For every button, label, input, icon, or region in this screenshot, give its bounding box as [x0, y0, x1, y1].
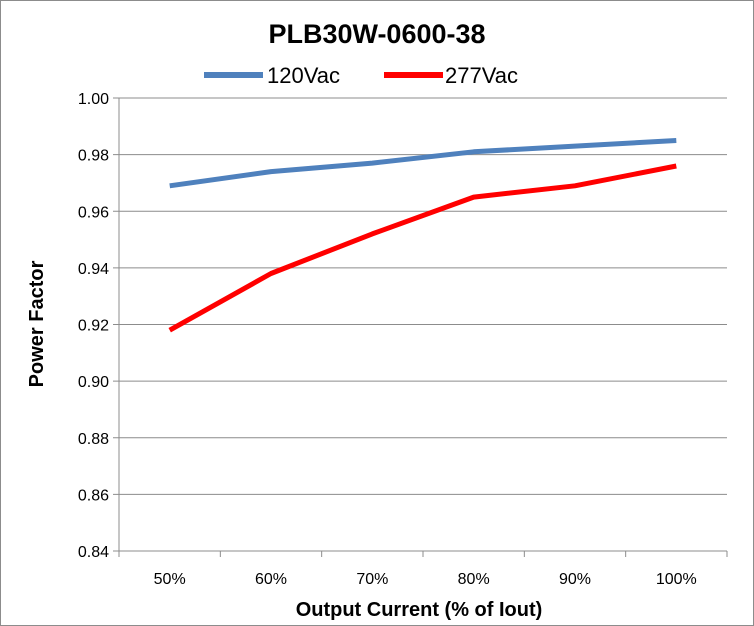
- x-tick-label: 60%: [255, 571, 287, 588]
- y-tick-label: 0.86: [78, 487, 109, 504]
- axes: [113, 97, 728, 557]
- gridlines: [119, 97, 727, 495]
- legend: 120Vac 277Vac: [204, 63, 518, 88]
- series-lines: [168, 138, 677, 333]
- y-tick-label: 0.84: [78, 544, 109, 561]
- x-tick-labels: 50% 60% 70% 80% 90% 100%: [154, 571, 697, 588]
- legend-label-277vac: 277Vac: [445, 63, 518, 88]
- legend-label-120vac: 120Vac: [267, 63, 340, 88]
- chart-title: PLB30W-0600-38: [268, 19, 485, 49]
- series-line-277vac: [168, 163, 677, 333]
- x-tick-label: 80%: [458, 571, 490, 588]
- y-tick-label: 0.94: [78, 261, 109, 278]
- x-tick-label: 90%: [559, 571, 591, 588]
- y-axis-title: Power Factor: [26, 260, 48, 387]
- y-tick-label: 0.96: [78, 204, 109, 221]
- y-tick-label: 0.98: [78, 148, 109, 165]
- series-line-120vac: [169, 138, 677, 189]
- y-tick-label: 1.00: [78, 91, 109, 108]
- y-tick-label: 0.88: [78, 431, 109, 448]
- x-tick-label: 100%: [656, 571, 697, 588]
- y-tick-label: 0.92: [78, 318, 109, 335]
- y-tick-labels: 0.84 0.86 0.88 0.90 0.92 0.94 0.96 0.98 1.00: [78, 91, 109, 561]
- x-tick-label: 50%: [154, 571, 186, 588]
- x-tick-label: 70%: [356, 571, 388, 588]
- x-axis-title: Output Current (% of Iout): [296, 599, 543, 621]
- y-tick-label: 0.90: [78, 374, 109, 391]
